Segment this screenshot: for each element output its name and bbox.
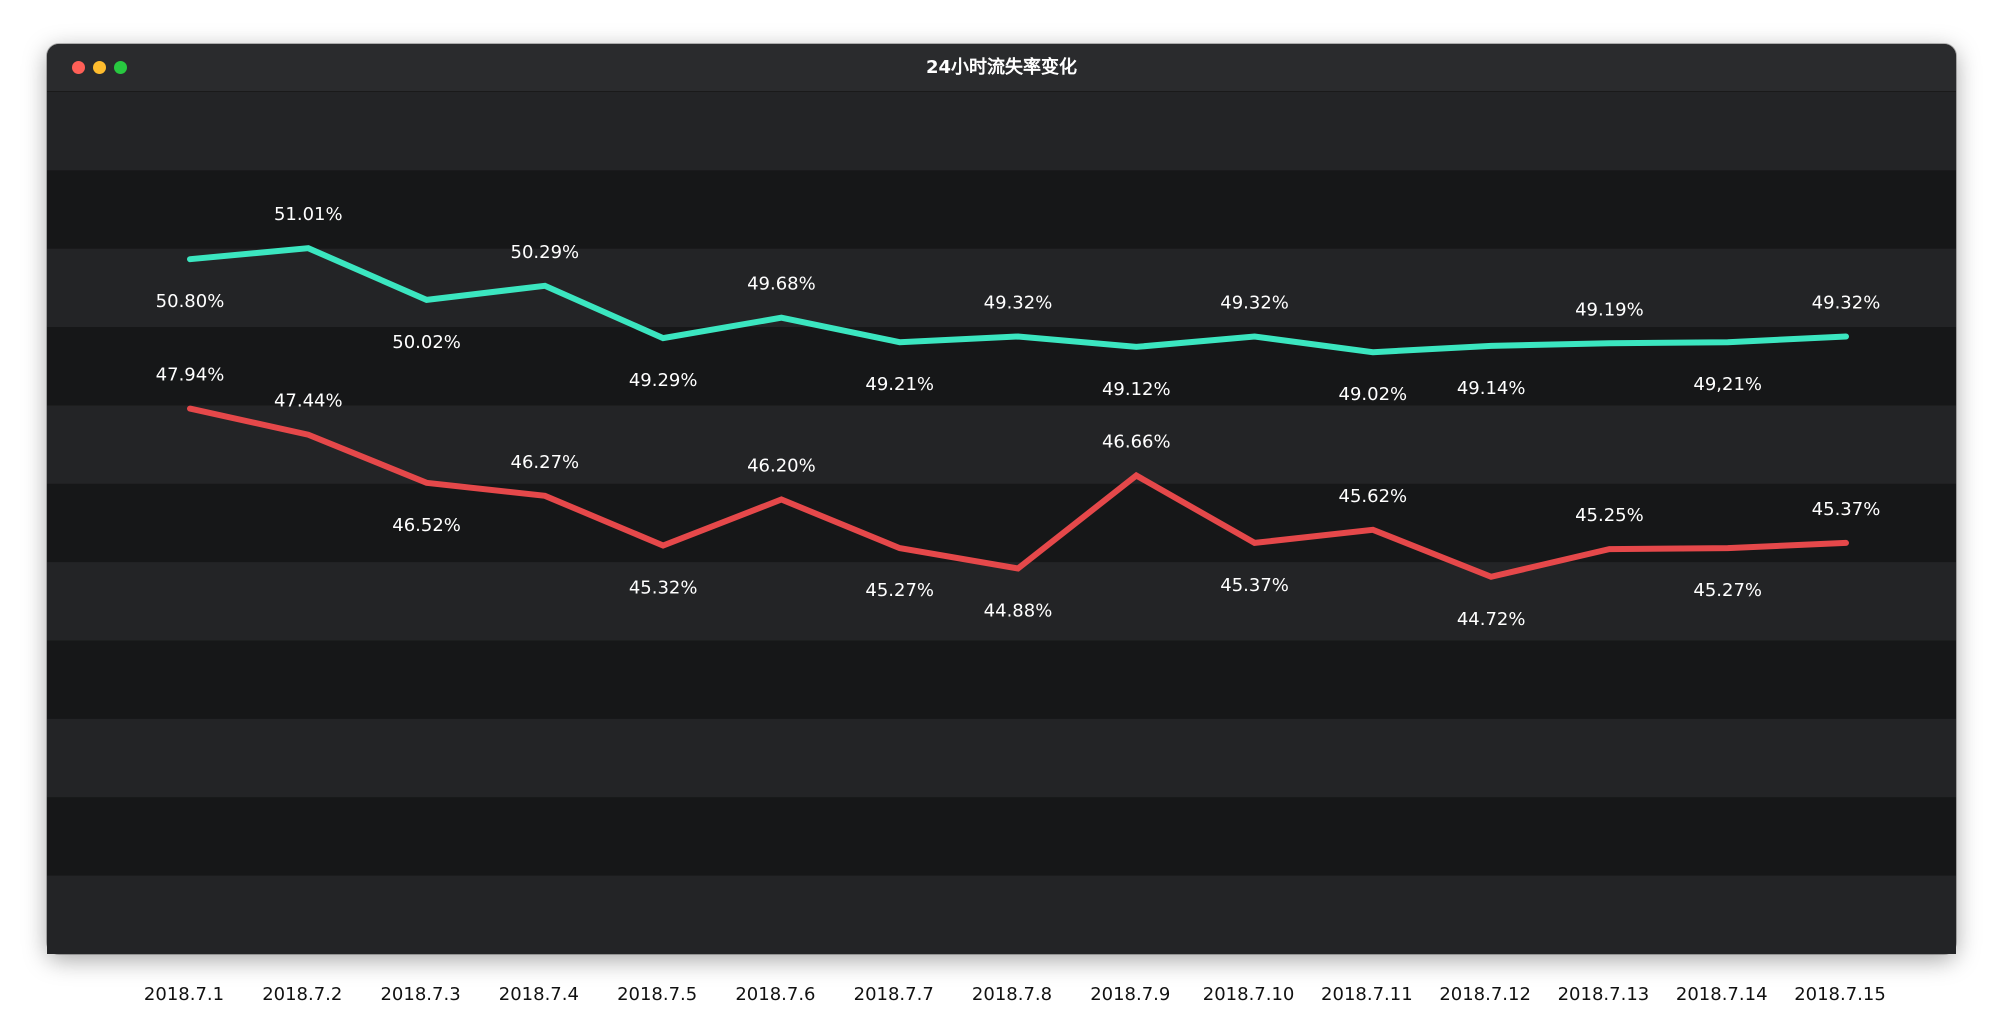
x-tick-label: 2018.7.8	[972, 984, 1052, 1005]
data-label: 49.21%	[865, 374, 934, 395]
series-line-1	[187, 245, 1849, 356]
data-label: 50.29%	[511, 242, 580, 263]
window-title: 24小时流失率变化	[925, 57, 1078, 78]
x-tick-label: 2018.7.6	[735, 984, 815, 1005]
grid-band	[47, 562, 1956, 641]
data-label: 49.32%	[1812, 292, 1881, 313]
grid-band	[47, 718, 1956, 798]
x-tick-label: 2018.7.4	[499, 984, 579, 1005]
x-tick-label: 2018.7.15	[1794, 984, 1886, 1005]
data-label: 50.80%	[156, 291, 225, 312]
series-line-2	[187, 405, 1849, 580]
data-label: 44.88%	[984, 600, 1053, 621]
x-tick-label: 2018.7.3	[380, 984, 460, 1005]
data-label: 49.68%	[747, 274, 816, 295]
x-tick-label: 2018.7.7	[854, 984, 934, 1005]
grid-band	[47, 875, 1956, 954]
data-label: 49.12%	[1102, 379, 1171, 400]
x-tick-label: 2018.7.5	[617, 984, 697, 1005]
data-label: 46.66%	[1102, 431, 1171, 452]
x-tick-label: 2018.7.13	[1558, 984, 1650, 1005]
grid-band	[47, 248, 1956, 328]
title-bar: 24小时流失率变化	[47, 44, 1956, 92]
data-label: 49.29%	[629, 370, 698, 391]
data-label: 45.27%	[1693, 580, 1762, 601]
data-label: 45.27%	[865, 580, 934, 601]
data-label: 45.37%	[1220, 575, 1289, 596]
grid-band	[47, 640, 1956, 719]
grid-band	[47, 170, 1956, 249]
x-tick-label: 2018.7.12	[1439, 984, 1531, 1005]
data-label: 49.19%	[1575, 299, 1644, 320]
x-tick-label: 2018.7.9	[1090, 984, 1170, 1005]
grid-band	[47, 92, 1956, 171]
data-label: 49.14%	[1457, 378, 1526, 399]
data-label: 46.27%	[511, 452, 580, 473]
data-label: 44.72%	[1457, 609, 1526, 630]
x-tick-label: 2018.7.11	[1321, 984, 1413, 1005]
data-label: 45.62%	[1339, 486, 1408, 507]
data-label: 45.25%	[1575, 505, 1644, 526]
data-label: 49.32%	[984, 292, 1053, 313]
data-label: 45.37%	[1812, 499, 1881, 520]
data-label: 51.01%	[274, 204, 343, 225]
data-label: 46.20%	[747, 455, 816, 476]
data-label: 49.32%	[1220, 292, 1289, 313]
x-tick-label: 2018.7.14	[1676, 984, 1768, 1005]
grid-band	[47, 405, 1956, 484]
close-button[interactable]	[72, 61, 85, 74]
x-tick-label: 2018.7.10	[1203, 984, 1295, 1005]
x-tick-label: 2018.7.1	[144, 984, 224, 1005]
data-label: 47.44%	[274, 391, 343, 412]
data-label: 46.52%	[392, 515, 461, 536]
data-label: 47.94%	[156, 365, 225, 386]
grid-band	[47, 797, 1956, 876]
data-label: 49.02%	[1339, 384, 1408, 405]
data-label: 45.32%	[629, 577, 698, 598]
data-label: 50.02%	[392, 332, 461, 353]
x-tick-label: 2018.7.2	[262, 984, 342, 1005]
window-controls	[72, 61, 127, 74]
data-label: 49,21%	[1693, 374, 1762, 395]
maximize-button[interactable]	[114, 61, 127, 74]
minimize-button[interactable]	[93, 61, 106, 74]
